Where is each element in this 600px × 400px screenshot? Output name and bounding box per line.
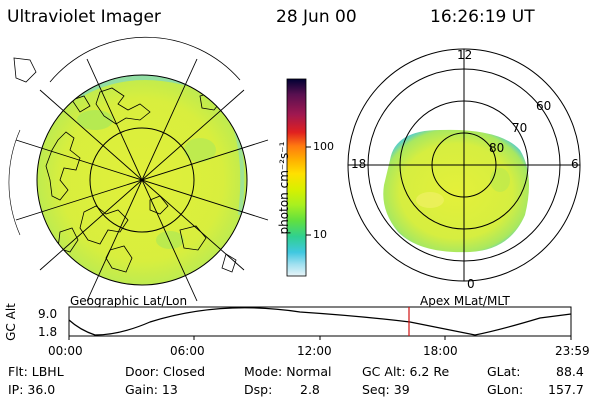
status-mode: Mode: Normal [244, 364, 332, 379]
mlt-label-6: 6 [571, 157, 579, 171]
status-seq: Seq: 39 [362, 382, 410, 397]
status-ip: IP: 36.0 [8, 382, 56, 397]
colorbar [286, 78, 311, 277]
app-title: Ultraviolet Imager [7, 7, 161, 27]
altitude-curve [68, 307, 572, 336]
colorbar-tick-100: 100 [313, 140, 334, 153]
mlat-label-70: 70 [512, 121, 528, 135]
date-label: 28 Jun 00 [276, 7, 357, 27]
status-gc-alt: GC Alt: 6.2 Re [362, 364, 450, 379]
mlt-label-0: 0 [467, 277, 475, 291]
altitude-plot [68, 306, 572, 340]
time-label: 16:26:19 UT [430, 7, 535, 27]
time-tick-1800: 18:00 [423, 344, 458, 358]
time-tick-1200: 12:00 [297, 344, 332, 358]
time-tick-0600: 06:00 [170, 344, 205, 358]
altitude-tick-low: 1.8 [38, 325, 58, 339]
status-door: Door: Closed [125, 364, 206, 379]
status-glat-label: GLat: [487, 364, 521, 379]
left-panel-caption: Geographic Lat/Lon [70, 294, 188, 308]
colorbar-tick-10: 10 [313, 228, 327, 241]
mlt-label-18: 18 [351, 157, 367, 171]
status-glat-value: 88.4 [556, 364, 584, 379]
status-glon-value: 157.7 [548, 382, 584, 397]
time-tick-2359: 23:59 [555, 344, 590, 358]
right-panel-caption: Apex MLat/MLT [420, 294, 510, 308]
status-dsp-label: Dsp: [244, 382, 273, 397]
altitude-tick-high: 9.0 [38, 307, 58, 321]
time-tick-0000: 00:00 [48, 344, 83, 358]
colorbar-unit-label: photon cm⁻²s⁻¹ [277, 141, 291, 235]
mlat-label-60: 60 [536, 99, 552, 113]
status-gain: Gain: 13 [125, 382, 178, 397]
status-dsp-value: 2.8 [300, 382, 320, 397]
mlat-label-80: 80 [489, 141, 505, 155]
status-filter: Flt: LBHL [8, 364, 64, 379]
altitude-axis-label: GC Alt [4, 303, 18, 341]
mlt-label-12: 12 [457, 48, 473, 62]
magnetic-polar-plot [347, 48, 581, 282]
auroral-oval [383, 129, 529, 253]
status-glon-label: GLon: [487, 382, 524, 397]
geographic-map [8, 36, 269, 302]
colorbar-gradient [286, 78, 307, 277]
